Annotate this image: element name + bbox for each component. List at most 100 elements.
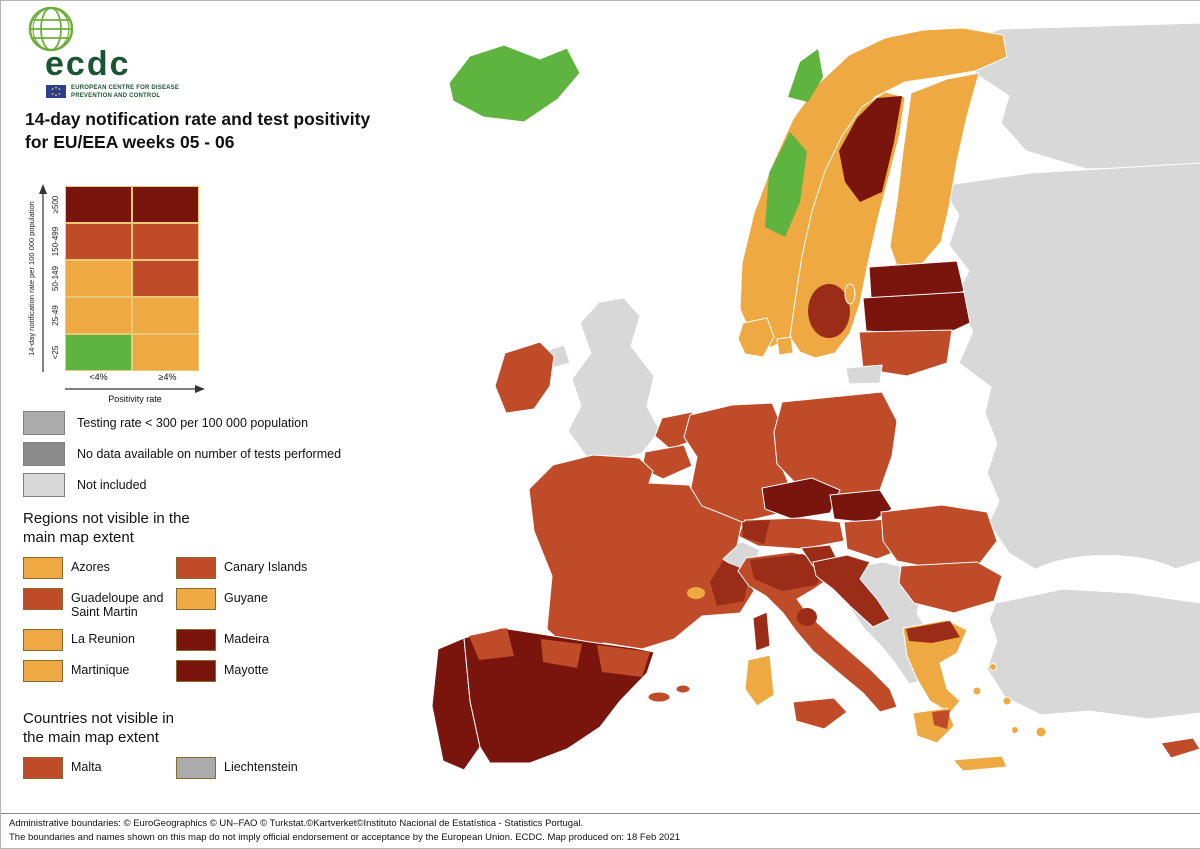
ecdc-wordmark: ecdc — [45, 45, 131, 83]
region-label: Martinique — [71, 662, 130, 677]
footer-line2: The boundaries and names shown on this m… — [9, 831, 681, 843]
region-swatch — [176, 628, 216, 651]
map-region-sweden-north — [839, 96, 902, 202]
map-region-uk — [567, 297, 661, 463]
map-region-greece — [902, 619, 968, 714]
matrix-row-label: 50-149 — [51, 266, 60, 291]
region-label: Guyane — [224, 591, 268, 605]
region-item: Martinique — [23, 659, 176, 682]
region-item: Mayotte — [176, 659, 356, 682]
region-label: Madeira — [224, 631, 270, 646]
region-label: Mayotte — [224, 662, 269, 677]
map-region-sicily — [792, 697, 848, 730]
country-label: Malta — [71, 760, 102, 774]
matrix-row-label: 150-499 — [51, 226, 60, 257]
matrix-row-label: <25 — [51, 345, 60, 360]
footer-line1: Administrative boundaries: © EuroGeograp… — [9, 818, 584, 829]
map-region-russia-north — [950, 22, 1200, 170]
region-swatch — [23, 557, 63, 579]
map-region-italy-center — [797, 608, 817, 626]
map-region-cyprus — [1160, 737, 1200, 759]
legend-swatch — [23, 411, 65, 435]
matrix-cell — [132, 260, 199, 297]
map-region-denmark — [737, 317, 775, 358]
map-region-corsica — [752, 611, 771, 652]
map-region-sweden-south — [808, 284, 850, 338]
legend-row: Testing rate < 300 per 100 000 populatio… — [23, 411, 341, 435]
map-region-poland — [773, 391, 898, 498]
map-region-norway-top — [788, 49, 823, 102]
map-region-kaliningrad — [845, 364, 883, 385]
countries-heading: Countries not visible in the main map ex… — [23, 710, 174, 746]
map-region-iceland — [448, 44, 581, 123]
region-label: La Reunion — [71, 631, 135, 646]
map-region-gotland — [844, 283, 856, 305]
matrix-col-label: <4% — [89, 372, 108, 382]
region-item: Canary Islands — [176, 557, 356, 579]
matrix-y-axis-label: 14-day notification rate per 100 000 pop… — [27, 201, 36, 356]
matrix-cell — [65, 297, 132, 334]
map-region-italy-north — [750, 554, 827, 591]
country-item: Malta — [23, 757, 176, 779]
matrix-cell — [132, 223, 199, 260]
region-swatch — [176, 557, 216, 579]
matrix-row-label: 25-49 — [51, 305, 60, 326]
map-region-spain-north — [541, 639, 582, 668]
region-swatch — [23, 628, 63, 651]
map-region-balearics — [647, 684, 691, 703]
matrix-cell — [65, 334, 132, 371]
map-region-aegean-islands — [972, 663, 1047, 738]
logo-subtitle: EUROPEAN CENTRE FOR DISEASE PREVENTION A… — [71, 85, 180, 99]
region-item: La Reunion — [23, 628, 176, 651]
legend-row: No data available on number of tests per… — [23, 442, 341, 466]
map-region-eastern-europe — [940, 162, 1200, 577]
region-label: Guadeloupe and Saint Martin — [71, 591, 164, 620]
map-region-czechia — [761, 477, 841, 520]
legend-swatch — [23, 473, 65, 497]
country-swatch — [23, 757, 63, 779]
map-region-latvia — [862, 291, 971, 337]
matrix-col-label: ≥4% — [158, 372, 177, 382]
matrix-cell — [65, 186, 132, 223]
y-axis-arrow-icon — [39, 184, 47, 372]
regions-heading: Regions not visible in the main map exte… — [23, 510, 190, 546]
map-region-romania — [880, 504, 998, 570]
region-label: Canary Islands — [224, 560, 308, 574]
region-item: Madeira — [176, 628, 356, 651]
regions-list: Azores Canary Islands Guadeloupe and Sai… — [23, 557, 356, 682]
map-region-denmark-island — [776, 336, 794, 356]
map-region-croatia — [812, 554, 891, 628]
region-swatch — [176, 588, 216, 610]
globe-icon — [28, 6, 74, 52]
map-region-norway-south — [765, 132, 807, 237]
matrix-cells — [65, 186, 199, 371]
legend-swatch — [23, 442, 65, 466]
map-region-ireland — [494, 341, 555, 414]
legend-row: Not included — [23, 473, 341, 497]
logo-subtitle-row: EUROPEAN CENTRE FOR DISEASE PREVENTION A… — [46, 85, 189, 101]
map-region-austria-west — [742, 520, 770, 544]
matrix-x-axis-label: Positivity rate — [108, 394, 162, 404]
matrix-cell — [132, 297, 199, 334]
region-item: Guyane — [176, 588, 356, 610]
page-title-line2: for EU/EEA weeks 05 - 06 — [25, 132, 235, 152]
map-region-finland — [889, 72, 980, 270]
matrix-cell — [65, 223, 132, 260]
matrix-cell — [132, 334, 199, 371]
region-item: Guadeloupe and Saint Martin — [23, 588, 176, 620]
map-region-turkey — [986, 588, 1200, 720]
map-region-spain-northeast — [597, 645, 650, 677]
matrix-cell — [65, 260, 132, 297]
legend-label: Testing rate < 300 per 100 000 populatio… — [77, 416, 309, 430]
matrix-cell — [132, 186, 199, 223]
map-region-sardinia — [744, 654, 775, 707]
countries-list: Malta Liechtenstein — [23, 757, 356, 779]
page-title-line1: 14-day notification rate and test positi… — [25, 109, 371, 129]
region-item: Azores — [23, 557, 176, 579]
country-swatch — [176, 757, 216, 779]
x-axis-arrow-icon — [65, 385, 205, 393]
testing-legend: Testing rate < 300 per 100 000 populatio… — [23, 411, 341, 497]
region-swatch — [176, 659, 216, 682]
